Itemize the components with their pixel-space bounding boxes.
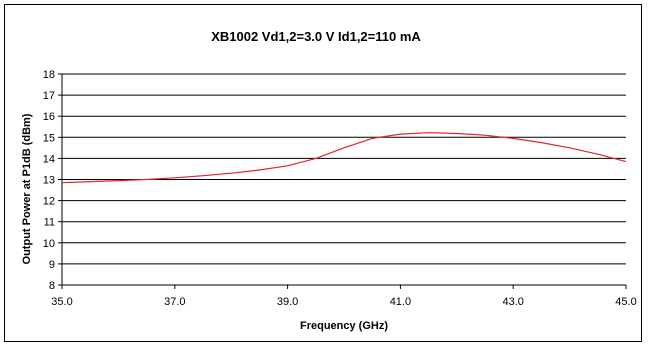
- chart-title: XB1002 Vd1,2=3.0 V Id1,2=110 mA: [211, 29, 421, 44]
- x-axis-label: Frequency (GHz): [300, 320, 388, 332]
- y-tick-label: 18: [43, 69, 55, 81]
- tick-layer: 8 9 10 11 12 13 14 15 16 17 18 35.0 37.0 39.0 41.0 43.0…: [43, 69, 637, 308]
- y-tick-label: 10: [43, 238, 55, 250]
- x-tick-label: 37.0: [164, 296, 185, 308]
- chart-frame: XB1002 Vd1,2=3.0 V Id1,2=110 mA 8 9 10 11 12…: [4, 4, 642, 342]
- x-tick-label: 41.0: [390, 296, 411, 308]
- y-tick-label: 8: [49, 280, 55, 292]
- y-tick-label: 12: [43, 196, 55, 208]
- series-line: [61, 132, 627, 184]
- y-tick-label: 16: [43, 111, 55, 123]
- y-tick-label: 14: [43, 153, 55, 165]
- y-tick-label: 13: [43, 175, 55, 187]
- y-tick-label: 9: [49, 259, 55, 271]
- series-layer: [61, 132, 627, 184]
- x-tick-label: 35.0: [51, 296, 72, 308]
- y-tick-label: 11: [44, 217, 55, 229]
- x-tick-label: 43.0: [502, 296, 523, 308]
- y-axis-label: Output Power at P1dB (dBm): [21, 113, 33, 264]
- y-tick-label: 15: [43, 132, 55, 144]
- x-tick-label: 39.0: [277, 296, 298, 308]
- axis-layer: [58, 73, 627, 289]
- x-tick-label: 45.0: [615, 296, 636, 308]
- y-tick-label: 17: [43, 90, 55, 102]
- chart-svg: XB1002 Vd1,2=3.0 V Id1,2=110 mA 8 9 10 11 12…: [21, 29, 637, 332]
